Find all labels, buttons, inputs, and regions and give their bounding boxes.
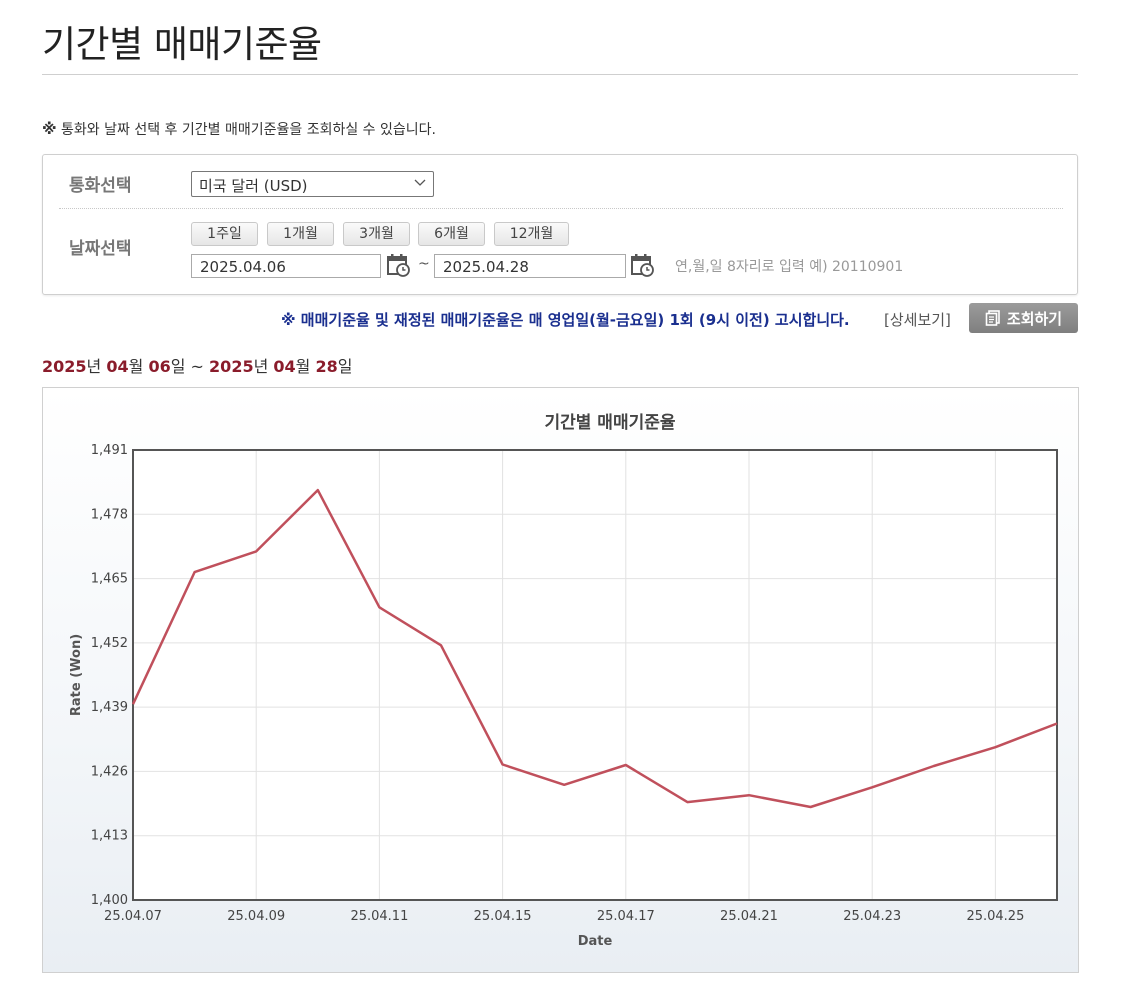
x-tick-label: 25.04.25: [966, 909, 1024, 924]
chart-title: 기간별 매매기준율: [544, 413, 675, 433]
chart-panel: 1,400 1,413 1,426 1,439 1,452 1,465 1,478 1,491…: [42, 387, 1079, 973]
end-date-input[interactable]: 2025.04.28: [434, 254, 626, 278]
x-tick-label: 25.04.21: [720, 909, 778, 924]
range-unit: 년: [86, 357, 102, 376]
form-row-divider: [59, 208, 1063, 209]
x-tick-label: 25.04.15: [474, 909, 532, 924]
x-tick-label: 25.04.11: [350, 909, 408, 924]
y-tick-label: 1,465: [91, 572, 128, 587]
search-button[interactable]: 조회하기: [969, 303, 1078, 333]
period-1month-button[interactable]: 1개월: [267, 222, 334, 246]
search-form: 통화선택 미국 달러 (USD) 날짜선택 1주일 1개월 3개월 6개월 12…: [42, 154, 1078, 295]
period-6month-button[interactable]: 6개월: [418, 222, 485, 246]
range-start-year: 2025: [42, 357, 87, 376]
chevron-down-icon: [414, 179, 426, 186]
x-axis-title: Date: [578, 934, 613, 949]
date-hint: 연,월,일 8자리로 입력 예) 20110901: [675, 259, 904, 275]
currency-select-value: 미국 달러 (USD): [199, 177, 308, 195]
y-tick-label: 1,439: [91, 700, 128, 715]
announcement-text: ※ 매매기준율 및 재정된 매매기준율은 매 영업일(월-금요일) 1회 (9시…: [281, 311, 850, 329]
document-icon: [985, 310, 1000, 326]
range-end-month: 04: [273, 357, 296, 376]
range-unit: 월: [295, 357, 311, 376]
range-unit: 년: [253, 357, 269, 376]
date-separator: ~: [418, 256, 430, 272]
date-range-summary: 2025년 04월 06일 ~ 2025년 04월 28일: [42, 353, 353, 377]
plot-border: [132, 449, 1058, 901]
period-3month-button[interactable]: 3개월: [343, 222, 410, 246]
currency-label: 통화선택: [69, 176, 132, 196]
rate-line-chart: 1,400 1,413 1,426 1,439 1,452 1,465 1,478 1,491…: [69, 413, 1058, 949]
plot-area: [133, 450, 1057, 900]
calendar-icon[interactable]: [386, 252, 412, 278]
range-unit: 월: [128, 357, 144, 376]
range-start-day: 06: [148, 357, 171, 376]
y-tick-label: 1,400: [91, 893, 128, 908]
range-start-month: 04: [106, 357, 129, 376]
date-label: 날짜선택: [69, 239, 132, 259]
y-axis-title: Rate (Won): [69, 634, 84, 716]
notice-message: 통화와 날짜 선택 후 기간별 매매기준율을 조회하실 수 있습니다.: [61, 122, 436, 138]
range-unit: 일: [170, 357, 186, 376]
notice-text: ※ 통화와 날짜 선택 후 기간별 매매기준율을 조회하실 수 있습니다.: [42, 119, 436, 139]
y-tick-label: 1,452: [91, 636, 128, 651]
range-unit: 일: [337, 357, 353, 376]
detail-link[interactable]: [상세보기]: [884, 311, 951, 329]
series-line: [131, 488, 1058, 809]
x-tick-label: 25.04.09: [227, 909, 285, 924]
y-tick-label: 1,478: [91, 507, 128, 522]
notice-mark: ※: [42, 120, 57, 138]
x-tick-label: 25.04.17: [597, 909, 655, 924]
start-date-input[interactable]: 2025.04.06: [191, 254, 381, 278]
title-divider: [42, 74, 1078, 75]
range-separator: ~: [190, 357, 204, 376]
y-tick-label: 1,426: [91, 764, 128, 779]
period-1week-button[interactable]: 1주일: [191, 222, 258, 246]
range-end-day: 28: [315, 357, 338, 376]
calendar-icon[interactable]: [630, 252, 656, 278]
x-tick-label: 25.04.23: [843, 909, 901, 924]
currency-select[interactable]: 미국 달러 (USD): [191, 171, 434, 197]
page-title: 기간별 매매기준율: [42, 23, 322, 66]
x-tick-label: 25.04.07: [104, 909, 162, 924]
y-tick-label: 1,491: [91, 443, 128, 458]
range-end-year: 2025: [209, 357, 254, 376]
search-button-label: 조회하기: [1006, 309, 1063, 328]
y-tick-label: 1,413: [91, 829, 128, 844]
period-12month-button[interactable]: 12개월: [494, 222, 569, 246]
